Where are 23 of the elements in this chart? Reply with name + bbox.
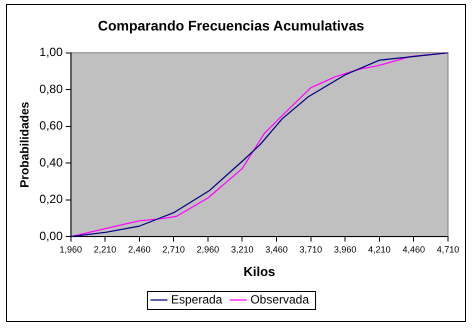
x-tick-label: 3,460 xyxy=(265,244,288,254)
y-tick-label: 0,00 xyxy=(39,228,64,243)
y-tick-label: 1,00 xyxy=(39,45,64,60)
legend-label: Esperada xyxy=(170,292,223,306)
x-tick-label: 3,960 xyxy=(334,244,356,254)
x-tick-label: 2,460 xyxy=(128,244,151,254)
x-tick-label: 2,210 xyxy=(94,244,116,254)
legend-label: Observada xyxy=(250,292,310,306)
x-tick-label: 3,710 xyxy=(300,244,322,254)
y-tick-label: 0,20 xyxy=(39,192,64,206)
x-axis-title: Kilos xyxy=(243,264,276,279)
chart-title: Comparando Frecuencias Acumulativas xyxy=(98,17,364,34)
x-tick-label: 4,460 xyxy=(402,244,425,254)
x-tick-label: 2,710 xyxy=(162,244,185,254)
y-tick-label: 0,60 xyxy=(39,118,64,133)
y-axis-title: Probabilidades xyxy=(18,101,32,188)
y-tick-label: 0,40 xyxy=(39,155,64,170)
x-tick-label: 4,710 xyxy=(436,244,460,254)
x-tick-label: 4,210 xyxy=(368,244,391,254)
x-tick-label: 1,960 xyxy=(59,244,82,254)
y-tick-label: 0,80 xyxy=(39,82,64,96)
x-tick-label: 2,960 xyxy=(196,244,220,254)
x-tick-label: 3,210 xyxy=(230,244,254,254)
